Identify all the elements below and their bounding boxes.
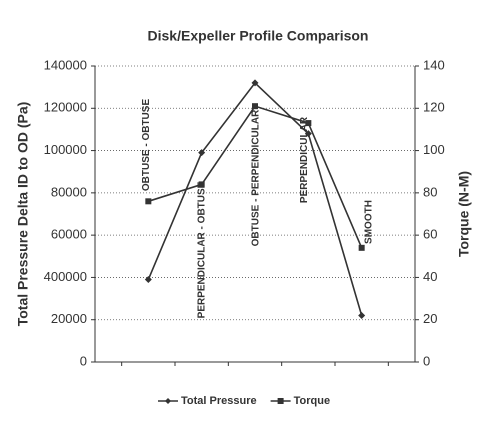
- y2-tick-label: 0: [423, 353, 430, 368]
- category-label: PERPENDICULAR: [299, 116, 310, 203]
- y2-tick-label: 120: [423, 100, 445, 115]
- point: [358, 311, 366, 319]
- y-tick-label: 120000: [44, 100, 87, 115]
- legend-marker: [165, 398, 171, 404]
- point: [144, 276, 152, 284]
- y2-axis-label: Torque (N-M): [456, 171, 472, 257]
- y-axis-label: Total Pressure Delta ID to OD (Pa): [15, 102, 31, 327]
- point: [251, 79, 259, 87]
- legend-marker: [277, 398, 284, 404]
- point: [198, 149, 206, 157]
- legend-label: Torque: [294, 395, 330, 407]
- y2-tick-label: 140: [423, 57, 445, 72]
- category-label: OBTUSE - OBTUSE: [141, 99, 152, 192]
- y-tick-label: 60000: [51, 227, 87, 242]
- y2-tick-label: 20: [423, 311, 437, 326]
- y2-tick-label: 80: [423, 184, 437, 199]
- point: [358, 244, 365, 251]
- y-tick-label: 80000: [51, 184, 87, 199]
- y-tick-label: 100000: [44, 142, 87, 157]
- category-label: SMOOTH: [363, 200, 374, 244]
- y-tick-label: 20000: [51, 311, 87, 326]
- chart-title: Disk/Expeller Profile Comparison: [148, 28, 369, 44]
- y-tick-label: 0: [80, 353, 87, 368]
- category-label: OBTUSE - PERPENDICULAR: [251, 109, 262, 246]
- point: [304, 130, 312, 138]
- point: [305, 120, 312, 127]
- point: [198, 181, 205, 188]
- y2-tick-label: 100: [423, 142, 445, 157]
- y2-tick-label: 60: [423, 227, 437, 242]
- y-tick-label: 400000: [44, 269, 87, 284]
- legend-label: Total Pressure: [181, 395, 257, 407]
- point: [145, 198, 152, 205]
- point: [252, 103, 258, 110]
- y2-tick-label: 40: [423, 269, 437, 284]
- y-tick-label: 140000: [44, 57, 87, 72]
- category-label: PERPENDICULAR - OBTUSE: [196, 181, 207, 318]
